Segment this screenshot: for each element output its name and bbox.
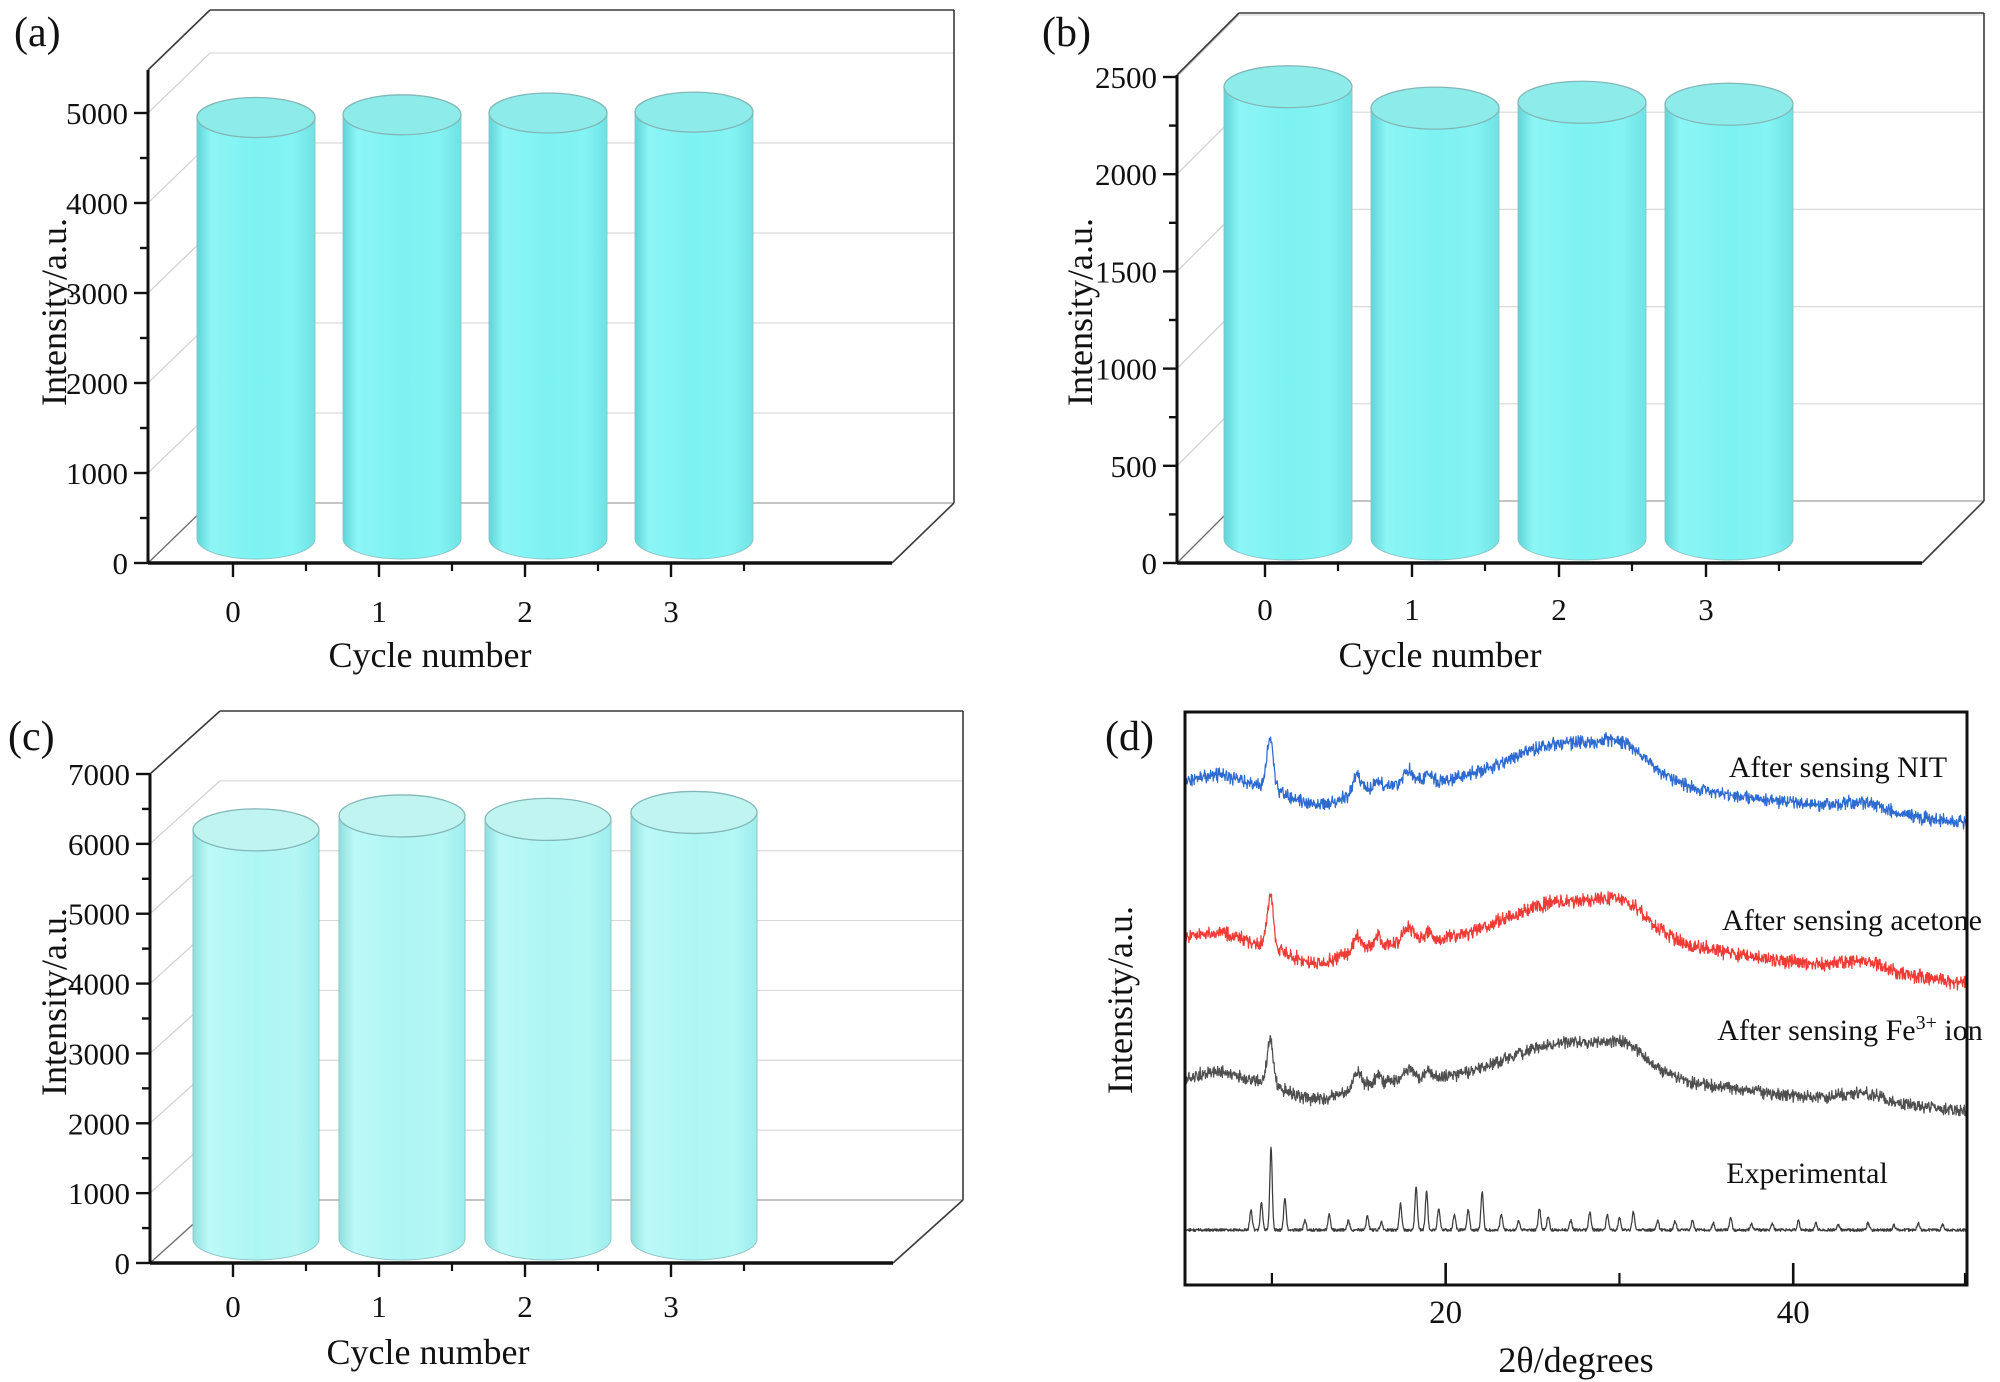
x-tick-label: 0 [1257, 592, 1273, 627]
y-tick-label: 0 [113, 546, 129, 581]
cylinder-bar-top [484, 797, 612, 842]
y-tick-label: 0 [1142, 546, 1158, 581]
x-tick-label: 0 [225, 1289, 241, 1324]
y-tick-label: 3000 [68, 1036, 130, 1071]
cylinder-bar-body [1370, 107, 1500, 561]
leftwall-gridline [149, 780, 221, 845]
xrd-trace-after-sensing-fe3-ion [1184, 1034, 1968, 1117]
cylinder-bar-body [196, 117, 316, 560]
panel-c-letter: (c) [8, 714, 55, 760]
panel-a-letter: (a) [14, 10, 61, 56]
trace-label-fe-pre: After sensing Fe [1717, 1014, 1916, 1047]
chart-d-canvas: 20 40 [1183, 710, 1969, 1331]
panel-b-letter: (b) [1042, 10, 1091, 56]
cylinder-bar-top [630, 790, 758, 835]
trace-label-acetone: After sensing acetone [1722, 904, 1982, 937]
frame-line [891, 502, 955, 564]
chart-a-canvas: 0 1000 2000 3000 4000 5000 0 1 2 3 [66, 9, 955, 629]
y-tick-label: 1000 [66, 456, 128, 491]
xrd-trace-after-sensing-acetone [1184, 891, 1968, 991]
cylinder-bar-top [338, 794, 466, 838]
cylinder-bar-body [484, 818, 612, 1261]
frame-line [892, 1199, 964, 1264]
cylinder-bar-top [1664, 82, 1794, 126]
x-tick-label: 2 [517, 1289, 533, 1324]
panel-a-ylabel: Intensity/a.u. [34, 218, 74, 406]
y-tick-label: 2000 [66, 366, 128, 401]
y-tick-label: 1000 [1095, 352, 1157, 387]
x-tick-label: 3 [1698, 592, 1714, 627]
y-tick-label: 6000 [68, 827, 130, 862]
y-tick-label: 2500 [1095, 60, 1157, 95]
y-tick-label: 1500 [1095, 254, 1157, 289]
y-tick-label: 3000 [66, 276, 128, 311]
cylinder-bar-body [338, 815, 466, 1261]
x-tick-label: 1 [1404, 592, 1420, 627]
y-tick-label: 7000 [68, 757, 130, 792]
plot-frame [1183, 710, 1969, 1287]
panel-c-xlabel: Cycle number [326, 1332, 530, 1372]
y-tick-label: 4000 [68, 967, 130, 1002]
y-tick-label: 0 [115, 1246, 131, 1281]
xrd-trace-experimental [1184, 1146, 1968, 1233]
panel-c-ylabel: Intensity/a.u. [34, 908, 74, 1096]
y-tick-label: 5000 [66, 96, 128, 131]
x-tick-label: 40 [1777, 1295, 1810, 1331]
frame-line [1921, 500, 1985, 564]
cylinder-bar-body [1223, 86, 1353, 561]
panel-a-xlabel: Cycle number [328, 635, 532, 675]
cylinder-bar-body [634, 111, 754, 560]
panel-b-ylabel: Intensity/a.u. [1060, 218, 1100, 406]
x-tick-label: 0 [225, 594, 241, 629]
cylinder-bar-top [1517, 80, 1647, 124]
frame-line [147, 9, 211, 71]
x-tick-label: 2 [517, 594, 533, 629]
cylinder-bar-top [192, 808, 320, 852]
cylinder-bar-top [196, 96, 316, 139]
x-tick-label: 20 [1429, 1295, 1462, 1331]
panel-d-ylabel: Intensity/a.u. [1100, 906, 1140, 1094]
cylinder-bar-body [1664, 103, 1794, 561]
trace-label-fe-post: ion [1936, 1014, 1983, 1047]
y-tick-label: 5000 [68, 897, 130, 932]
chart-b-canvas: 0 500 1000 1500 2000 2500 0 1 2 3 [1095, 12, 1985, 627]
panel-b-xlabel: Cycle number [1338, 635, 1542, 675]
cylinder-bar-top [1223, 65, 1353, 109]
x-tick-label: 1 [371, 1289, 387, 1324]
cylinder-bar-top [1370, 86, 1500, 130]
leftwall-gridline [1176, 14, 1240, 78]
panel-d-xlabel: 2θ/degrees [1498, 1340, 1654, 1380]
cylinder-bar-body [342, 114, 462, 560]
leftwall-gridline [147, 52, 211, 114]
y-tick-label: 1000 [68, 1176, 130, 1211]
x-tick-label: 1 [371, 594, 387, 629]
y-tick-label: 2000 [1095, 157, 1157, 192]
cylinder-bar-body [1517, 101, 1647, 561]
cylinder-bar-body [630, 811, 758, 1261]
y-tick-label: 4000 [66, 186, 128, 221]
frame-line [149, 710, 221, 775]
y-tick-label: 2000 [68, 1106, 130, 1141]
cylinder-bar-body [192, 829, 320, 1261]
cylinder-bar-top [634, 91, 754, 133]
xrd-trace-after-sensing-nit [1184, 731, 1968, 830]
trace-label-fe-sup: 3+ [1915, 1012, 1937, 1034]
x-tick-label: 3 [663, 1289, 679, 1324]
chart-c-canvas: 0 1000 2000 3000 4000 5000 6000 7000 0 1 2 3 [68, 710, 964, 1324]
cylinder-bar-top [342, 94, 462, 136]
cylinder-bar-body [488, 112, 608, 560]
x-tick-label: 3 [663, 594, 679, 629]
trace-label-fe-ion: After sensing Fe3+ ion [1717, 1012, 1982, 1048]
frame-line [1176, 12, 1240, 76]
cylinder-bar-top [488, 92, 608, 134]
y-tick-label: 500 [1111, 449, 1158, 484]
x-tick-label: 2 [1551, 592, 1567, 627]
trace-label-nit: After sensing NIT [1728, 751, 1948, 784]
panel-d-letter: (d) [1105, 714, 1154, 760]
trace-label-experimental: Experimental [1726, 1157, 1888, 1190]
